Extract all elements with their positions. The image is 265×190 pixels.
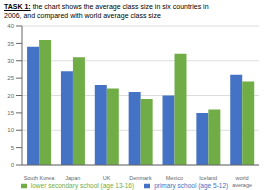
svg-text:10: 10 [8, 127, 15, 133]
svg-text:30: 30 [8, 58, 15, 64]
svg-text:5: 5 [11, 145, 15, 151]
html-text:primary school (age 5-12): primary school (age 5-12) [154, 182, 229, 189]
svg-text:Japan: Japan [65, 175, 80, 181]
svg-text:25: 25 [8, 75, 15, 81]
svg-text:40: 40 [8, 23, 15, 29]
svg-text:20: 20 [8, 93, 15, 99]
svg-text:Denmark: Denmark [129, 175, 152, 181]
svg-text:worldaverage: worldaverage [232, 175, 252, 188]
html-text:TASK 1: the chart shows the av: TASK 1: the chart shows the average clas… [4, 3, 209, 19]
svg-text:UK: UK [103, 175, 111, 181]
svg-text:South Korea: South Korea [24, 175, 56, 181]
svg-text:35: 35 [8, 41, 15, 47]
svg-text:0: 0 [11, 162, 15, 168]
svg-text:Mexico: Mexico [166, 175, 183, 181]
svg-text:15: 15 [8, 110, 15, 116]
svg-text:Iceland: Iceland [199, 175, 217, 181]
html-text:lower secondary school (age 13: lower secondary school (age 13-16) [30, 182, 135, 189]
